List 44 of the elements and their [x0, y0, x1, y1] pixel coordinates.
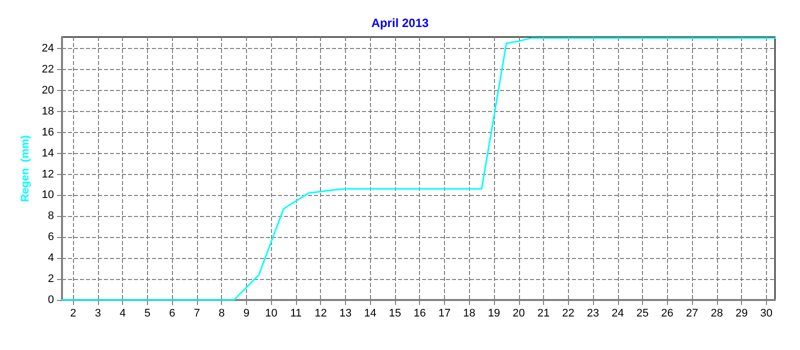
x-tick-label: 14 [364, 308, 376, 320]
x-tick-label: 26 [661, 308, 674, 320]
x-tick-label: 30 [760, 308, 772, 320]
x-tick-label: 13 [339, 308, 352, 320]
x-tick-label: 23 [586, 308, 600, 320]
y-tick-label: 8 [48, 210, 54, 222]
x-tick-label: 19 [488, 308, 500, 320]
y-tick-label: 6 [48, 231, 54, 244]
chart-title: April 2013 [371, 16, 429, 30]
y-tick-label: 16 [42, 126, 54, 138]
x-tick-label: 9 [243, 308, 250, 320]
y-tick-label: 24 [42, 42, 54, 55]
x-tick-label: 11 [290, 308, 302, 320]
x-tick-label: 28 [710, 308, 723, 320]
x-tick-label: 4 [120, 308, 126, 320]
y-tick-label: 14 [42, 147, 54, 160]
y-tick-label: 20 [42, 84, 54, 96]
x-tick-label: 25 [636, 308, 649, 320]
y-tick-label: 18 [42, 105, 54, 118]
y-tick-label: 22 [42, 63, 54, 76]
y-tick-label: 4 [48, 252, 54, 264]
y-tick-label: 0 [48, 294, 54, 306]
x-tick-label: 15 [388, 308, 402, 320]
x-tick-label: 29 [735, 308, 748, 320]
x-tick-label: 17 [438, 308, 451, 320]
x-tick-label: 8 [218, 308, 225, 320]
x-tick-label: 5 [144, 308, 150, 320]
x-tick-label: 12 [314, 308, 327, 320]
x-tick-label: 24 [612, 308, 624, 320]
x-tick-label: 6 [169, 308, 176, 320]
x-tick-label: 20 [512, 308, 525, 320]
x-tick-label: 18 [463, 308, 476, 320]
x-tick-label: 27 [686, 308, 698, 320]
x-tick-label: 22 [562, 308, 574, 320]
x-tick-label: 21 [537, 308, 550, 320]
x-tick-label: 3 [94, 308, 101, 320]
x-tick-label: 16 [414, 308, 426, 320]
x-tick-label: 7 [194, 308, 200, 320]
x-tick-label: 2 [70, 308, 76, 320]
y-tick-label: 10 [42, 189, 54, 202]
x-tick-label: 10 [265, 308, 278, 320]
y-axis-title: Regen (mm) [19, 134, 32, 202]
y-tick-label: 12 [42, 168, 54, 180]
y-tick-label: 2 [48, 273, 54, 286]
